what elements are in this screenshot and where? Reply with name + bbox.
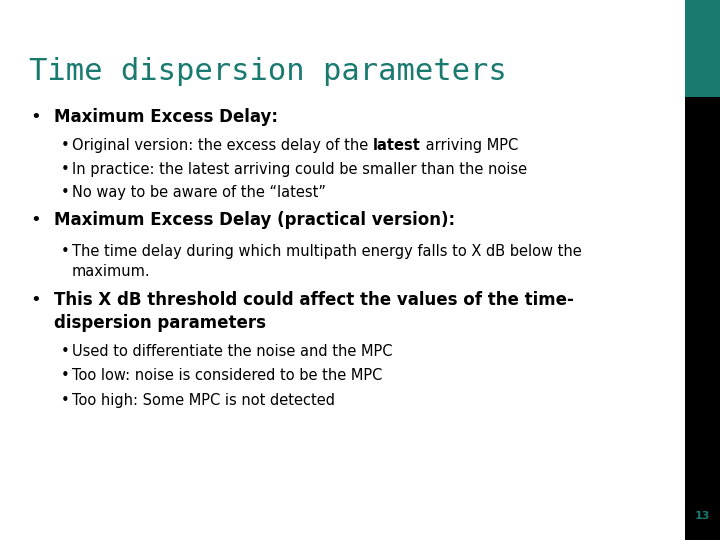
Text: •: • [61, 244, 70, 259]
Text: No way to be aware of the “latest”: No way to be aware of the “latest” [72, 185, 326, 200]
Bar [685, 0, 720, 540]
Text: Time dispersion parameters: Time dispersion parameters [29, 57, 507, 86]
Bar [685, 0, 720, 97]
Text: •: • [30, 108, 41, 126]
Text: arriving MPC: arriving MPC [420, 138, 518, 153]
Text: Used to differentiate the noise and the MPC: Used to differentiate the noise and the … [72, 344, 392, 359]
Text: In practice: the latest arriving could be smaller than the noise: In practice: the latest arriving could b… [72, 162, 527, 177]
Text: •: • [61, 368, 70, 383]
Text: latest: latest [373, 138, 420, 153]
Text: This X dB threshold could affect the values of the time-
dispersion parameters: This X dB threshold could affect the val… [54, 291, 574, 332]
Text: Maximum Excess Delay (practical version):: Maximum Excess Delay (practical version)… [54, 211, 455, 228]
Text: •: • [61, 162, 70, 177]
Text: •: • [30, 211, 41, 228]
Text: The time delay during which multipath energy falls to X dB below the
maximum.: The time delay during which multipath en… [72, 244, 582, 279]
Text: Original version: the excess delay of the: Original version: the excess delay of th… [72, 138, 373, 153]
Text: •: • [61, 185, 70, 200]
Text: 13: 13 [695, 511, 711, 521]
Text: •: • [61, 344, 70, 359]
Text: •: • [61, 393, 70, 408]
Text: •: • [30, 291, 41, 308]
Text: Too low: noise is considered to be the MPC: Too low: noise is considered to be the M… [72, 368, 382, 383]
Text: Too high: Some MPC is not detected: Too high: Some MPC is not detected [72, 393, 335, 408]
Text: Maximum Excess Delay:: Maximum Excess Delay: [54, 108, 278, 126]
Text: •: • [61, 138, 70, 153]
